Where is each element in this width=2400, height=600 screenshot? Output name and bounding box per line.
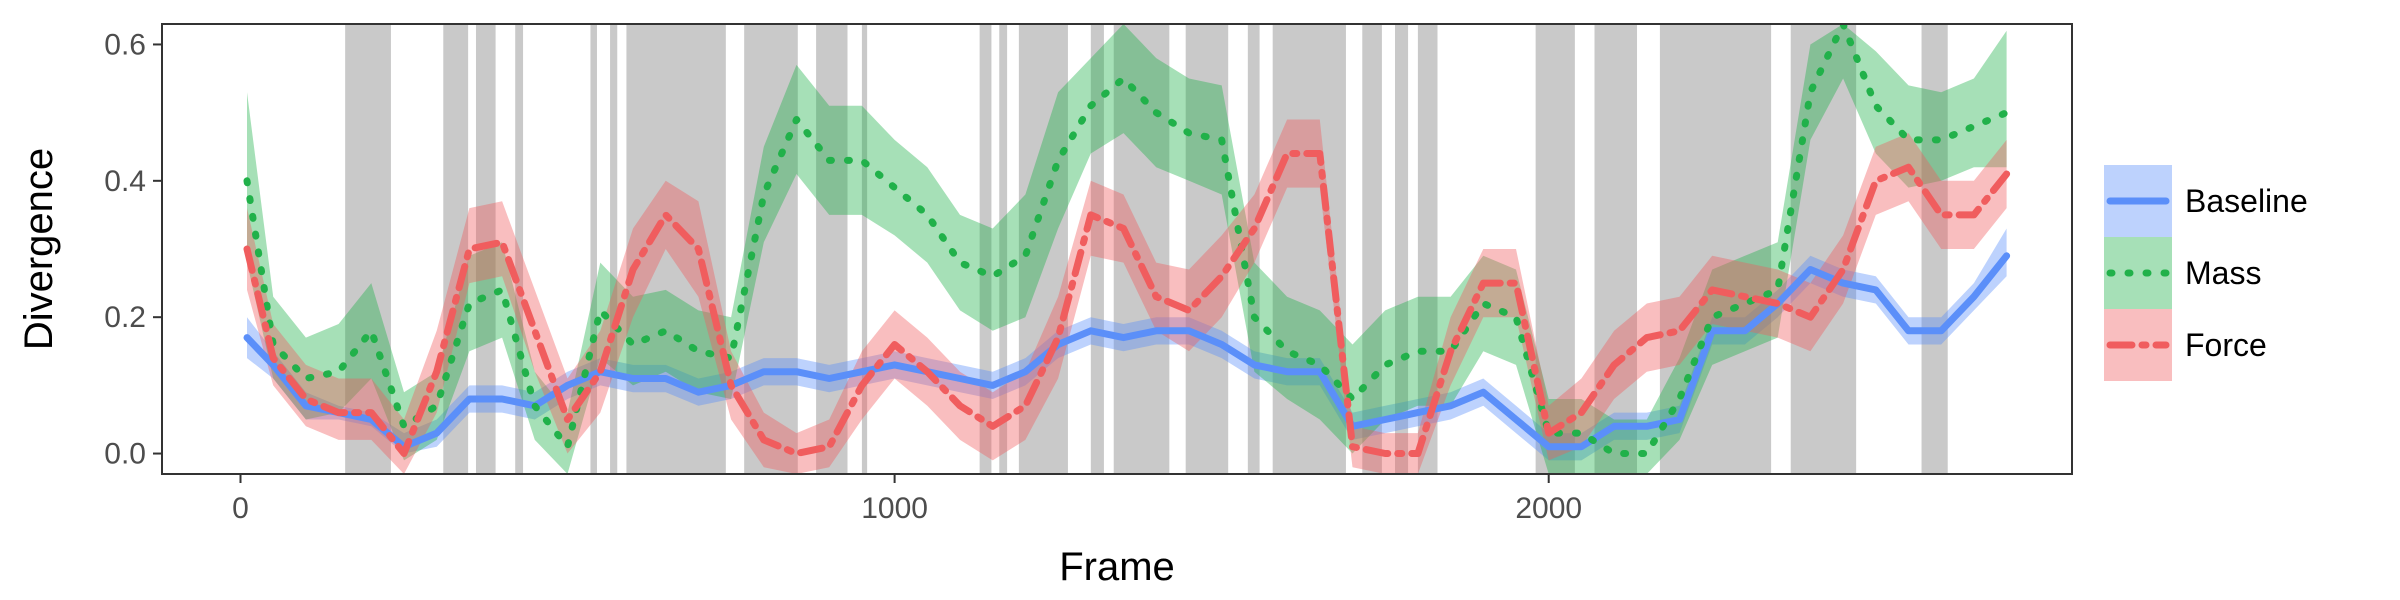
- shaded-region-5: [610, 24, 618, 474]
- shaded-region-3: [515, 24, 524, 474]
- y-tick-label: 0.2: [104, 301, 146, 334]
- y-tick-label: 0.0: [104, 438, 146, 471]
- legend-label-force: Force: [2185, 327, 2267, 363]
- shaded-region-18: [1362, 24, 1382, 474]
- shaded-region-0: [345, 24, 391, 474]
- x-tick-label: 1000: [861, 492, 928, 525]
- y-tick-label: 0.6: [104, 28, 146, 61]
- shaded-region-7: [744, 24, 798, 474]
- series-mass-ribbon: [247, 24, 2007, 474]
- shaded-region-11: [999, 24, 1008, 474]
- shaded-region-19: [1394, 24, 1409, 474]
- shaded-region-10: [979, 24, 992, 474]
- shaded-region-9: [861, 24, 868, 474]
- y-tick-label: 0.4: [104, 165, 146, 198]
- y-axis-title: Divergence: [17, 148, 61, 350]
- shaded-region-23: [1659, 24, 1772, 474]
- shaded-region-1: [443, 24, 469, 474]
- series-mass-line: [243, 24, 2011, 457]
- shaded-region-25: [1921, 24, 1948, 474]
- x-tick-label: 2000: [1515, 492, 1582, 525]
- series-baseline-ribbon: [247, 228, 2007, 461]
- shaded-region-20: [1417, 24, 1438, 474]
- x-tick-label: 0: [232, 492, 249, 525]
- legend-label-baseline: Baseline: [2185, 183, 2308, 219]
- series-force-ribbon: [247, 119, 2007, 474]
- legend: Baseline Mass Force: [2104, 165, 2308, 381]
- shaded-region-22: [1594, 24, 1638, 474]
- shaded-region-8: [816, 24, 848, 474]
- series-force-line: [243, 150, 2011, 457]
- shaded-region-24: [1790, 24, 1857, 474]
- plot-panel-border: [161, 23, 2073, 475]
- shaded-region-16: [1247, 24, 1260, 474]
- legend-label-mass: Mass: [2185, 255, 2261, 291]
- shaded-region-13: [1090, 24, 1104, 474]
- shaded-region-4: [590, 24, 597, 474]
- shaded-region-15: [1185, 24, 1229, 474]
- x-axis-title: Frame: [1059, 545, 1175, 589]
